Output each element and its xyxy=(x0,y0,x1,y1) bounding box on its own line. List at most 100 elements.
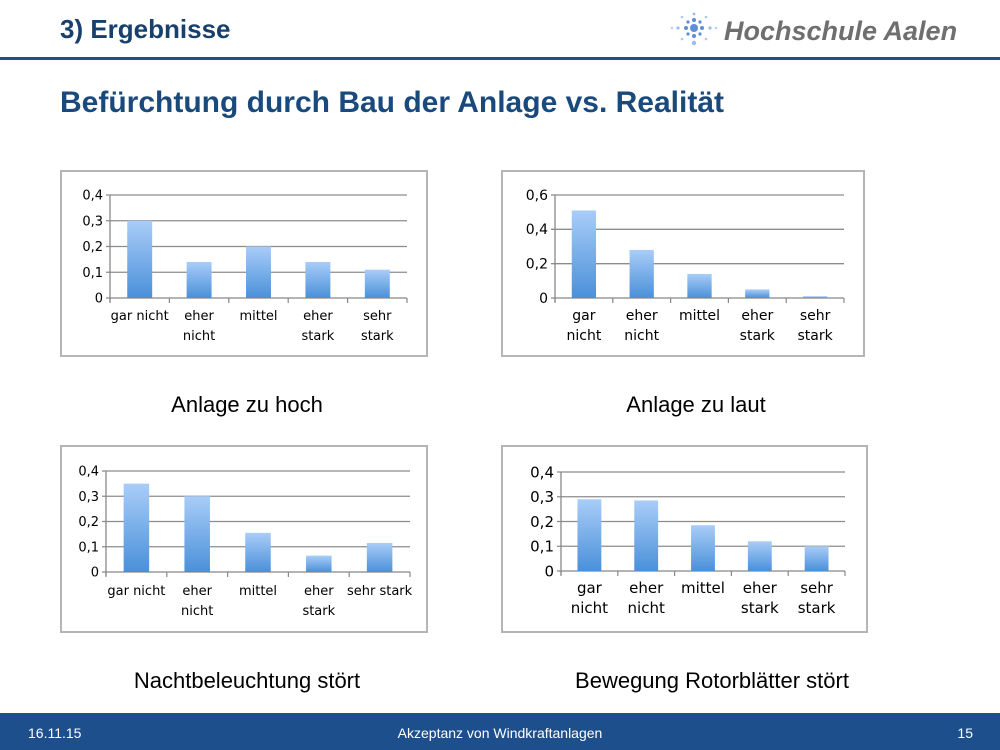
bar-5 xyxy=(804,546,829,571)
y-tick-label: 0,3 xyxy=(82,214,103,229)
x-tick-label: eher nicht xyxy=(628,579,665,617)
x-tick-label-line: stark xyxy=(302,604,335,619)
footer-topic: Akzeptanz von Windkraftanlagen xyxy=(397,725,603,741)
y-tick-label: 0,4 xyxy=(82,189,103,204)
x-tick-label: eher nicht xyxy=(181,584,213,619)
university-logo: Hochschule Aalen xyxy=(668,10,988,50)
x-tick-label-line: mittel xyxy=(679,308,720,324)
bar-3 xyxy=(691,525,715,571)
chart-title: Anlage zu laut xyxy=(626,392,766,417)
x-tick-label-line: stark xyxy=(302,329,335,344)
bar-4 xyxy=(745,289,770,298)
x-tick-label-line: eher xyxy=(303,309,333,324)
x-tick-label: mittel xyxy=(239,584,277,599)
chart-title: Bewegung Rotorblätter stört xyxy=(575,668,849,693)
x-tick-label: gar nicht xyxy=(111,309,169,324)
x-tick-label-line: mittel xyxy=(239,309,277,324)
page-title: Befürchtung durch Bau der Anlage vs. Rea… xyxy=(60,86,724,119)
x-tick-label-line: stark xyxy=(740,328,776,344)
x-tick-label-line: stark xyxy=(741,599,779,617)
x-tick-label: sehr stark xyxy=(361,309,394,344)
x-tick-label-line: stark xyxy=(361,329,394,344)
y-tick-label: 0 xyxy=(91,566,99,581)
x-tick-label: eher nicht xyxy=(183,309,215,344)
x-tick-label-line: eher xyxy=(741,308,773,324)
section-heading: 3) Ergebnisse xyxy=(60,14,231,44)
x-tick-label: gar nicht xyxy=(566,308,601,344)
footer-date: 16.11.15 xyxy=(28,725,82,741)
y-tick-label: 0 xyxy=(95,292,103,307)
bar-5 xyxy=(366,542,393,572)
x-tick-label-line: eher xyxy=(743,579,778,597)
x-tick-label-line: sehr stark xyxy=(347,584,413,599)
y-tick-label: 0,3 xyxy=(78,490,99,505)
page-number: 15 xyxy=(957,725,973,741)
bar-2 xyxy=(186,261,212,298)
star-logo-icon xyxy=(670,12,718,46)
x-tick-label-line: stark xyxy=(797,328,833,344)
y-tick-label: 0,2 xyxy=(530,513,554,531)
x-tick-label: sehr stark xyxy=(797,308,833,344)
x-tick-label-line: eher xyxy=(184,309,214,324)
x-tick-label-line: eher xyxy=(626,308,658,324)
chart-2: 0 0,2 0,4 0,6 gar nicht eher nicht mittel eher sta… xyxy=(501,170,865,357)
x-tick-label-line: sehr xyxy=(800,579,834,597)
x-tick-label: sehr stark xyxy=(347,584,413,599)
chart-4: 0 0,1 0,2 0,3 0,4 gar nicht eher nicht mittel eher… xyxy=(501,445,868,633)
y-tick-label: 0 xyxy=(539,291,548,307)
bar-5 xyxy=(364,269,390,298)
bar-2 xyxy=(629,249,654,298)
x-tick-label: eher stark xyxy=(740,308,776,344)
x-tick-label: eher stark xyxy=(302,584,335,619)
x-tick-label-line: gar xyxy=(577,579,603,597)
y-tick-label: 0,4 xyxy=(526,222,548,238)
x-tick-label-line: gar nicht xyxy=(107,584,165,599)
y-tick-label: 0,2 xyxy=(78,515,99,530)
x-tick-label-line: sehr xyxy=(363,309,392,324)
bar-4 xyxy=(747,541,772,571)
logo-text: Hochschule Aalen xyxy=(724,16,958,46)
bar-2 xyxy=(184,496,210,572)
x-tick-label: sehr stark xyxy=(798,579,836,617)
x-tick-label-line: nicht xyxy=(566,328,601,344)
y-tick-label: 0,3 xyxy=(530,488,554,506)
y-tick-label: 0,1 xyxy=(82,266,103,281)
chart-svg: 0 0,1 0,2 0,3 0,4 gar nicht eher nicht mittel ehe… xyxy=(78,465,413,619)
x-tick-label-line: eher xyxy=(182,584,212,599)
bar-3 xyxy=(687,273,712,298)
x-tick-label-line: nicht xyxy=(571,599,608,617)
x-tick-label: eher stark xyxy=(302,309,335,344)
x-tick-label-line: nicht xyxy=(181,604,213,619)
bar-4 xyxy=(305,261,331,298)
bar-1 xyxy=(571,210,597,298)
x-tick-label-line: nicht xyxy=(628,599,665,617)
x-tick-label-line: nicht xyxy=(183,329,215,344)
footer-bar: 16.11.15 Akzeptanz von Windkraftanlagen … xyxy=(0,713,1000,750)
x-tick-label-line: nicht xyxy=(624,328,659,344)
x-tick-label-line: mittel xyxy=(681,579,725,597)
bar-1 xyxy=(577,499,602,571)
bar-1 xyxy=(123,483,150,572)
x-tick-label-line: mittel xyxy=(239,584,277,599)
x-tick-label: gar nicht xyxy=(571,579,608,617)
y-tick-label: 0,6 xyxy=(526,188,548,204)
x-tick-label: gar nicht xyxy=(107,584,165,599)
x-tick-label-line: stark xyxy=(798,599,836,617)
y-tick-label: 0,4 xyxy=(530,463,554,481)
y-tick-label: 0,2 xyxy=(82,240,103,255)
chart-svg: 0 0,1 0,2 0,3 0,4 gar nicht eher nicht mittel ehe… xyxy=(82,189,408,344)
chart-title: Anlage zu hoch xyxy=(171,392,323,417)
chart-svg: 0 0,2 0,4 0,6 gar nicht eher nicht mittel eher sta… xyxy=(526,188,845,344)
bar-4 xyxy=(306,555,332,572)
y-tick-label: 0,1 xyxy=(78,540,99,555)
bar-3 xyxy=(246,246,271,298)
bar-3 xyxy=(245,532,271,572)
bar-1 xyxy=(127,220,153,298)
chart-title: Nachtbeleuchtung stört xyxy=(133,668,361,693)
x-tick-label: mittel xyxy=(239,309,277,324)
x-tick-label-line: gar nicht xyxy=(111,309,169,324)
x-tick-label-line: eher xyxy=(629,579,664,597)
bar-2 xyxy=(634,500,659,571)
y-tick-label: 0,2 xyxy=(526,257,548,273)
header-divider xyxy=(0,57,1000,60)
